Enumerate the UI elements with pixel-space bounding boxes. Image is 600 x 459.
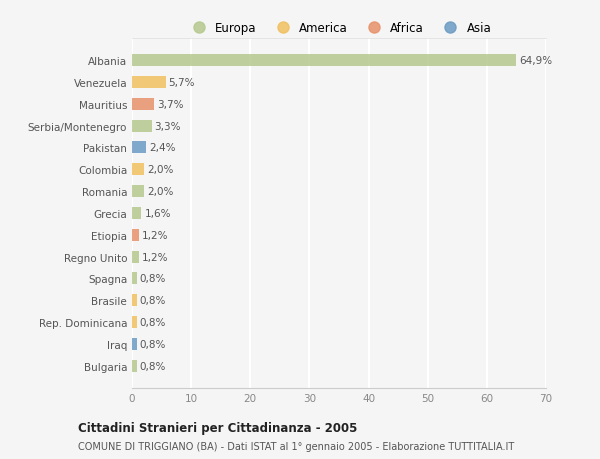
Bar [132, 229, 139, 241]
Text: 0,8%: 0,8% [140, 296, 166, 306]
Bar [132, 120, 152, 132]
Bar [132, 77, 166, 89]
Text: 0,8%: 0,8% [140, 361, 166, 371]
Text: 2,4%: 2,4% [149, 143, 176, 153]
Text: 0,8%: 0,8% [140, 318, 166, 327]
Text: 2,0%: 2,0% [147, 187, 173, 196]
Text: 1,6%: 1,6% [145, 208, 171, 218]
Bar [132, 360, 137, 372]
Bar [132, 55, 516, 67]
Text: 64,9%: 64,9% [519, 56, 552, 66]
Text: 3,7%: 3,7% [157, 100, 184, 109]
Text: 5,7%: 5,7% [169, 78, 195, 88]
Text: 1,2%: 1,2% [142, 230, 169, 240]
Bar [132, 251, 139, 263]
Bar [132, 185, 144, 198]
Bar [132, 164, 144, 176]
Text: 2,0%: 2,0% [147, 165, 173, 175]
Text: 0,8%: 0,8% [140, 339, 166, 349]
Bar [132, 295, 137, 307]
Text: 3,3%: 3,3% [154, 121, 181, 131]
Bar [132, 99, 154, 111]
Bar [132, 273, 137, 285]
Bar [132, 142, 146, 154]
Bar [132, 338, 137, 350]
Bar [132, 207, 142, 219]
Bar [132, 316, 137, 328]
Text: Cittadini Stranieri per Cittadinanza - 2005: Cittadini Stranieri per Cittadinanza - 2… [78, 421, 358, 434]
Legend: Europa, America, Africa, Asia: Europa, America, Africa, Asia [183, 19, 495, 39]
Text: COMUNE DI TRIGGIANO (BA) - Dati ISTAT al 1° gennaio 2005 - Elaborazione TUTTITAL: COMUNE DI TRIGGIANO (BA) - Dati ISTAT al… [78, 441, 514, 451]
Text: 1,2%: 1,2% [142, 252, 169, 262]
Text: 0,8%: 0,8% [140, 274, 166, 284]
